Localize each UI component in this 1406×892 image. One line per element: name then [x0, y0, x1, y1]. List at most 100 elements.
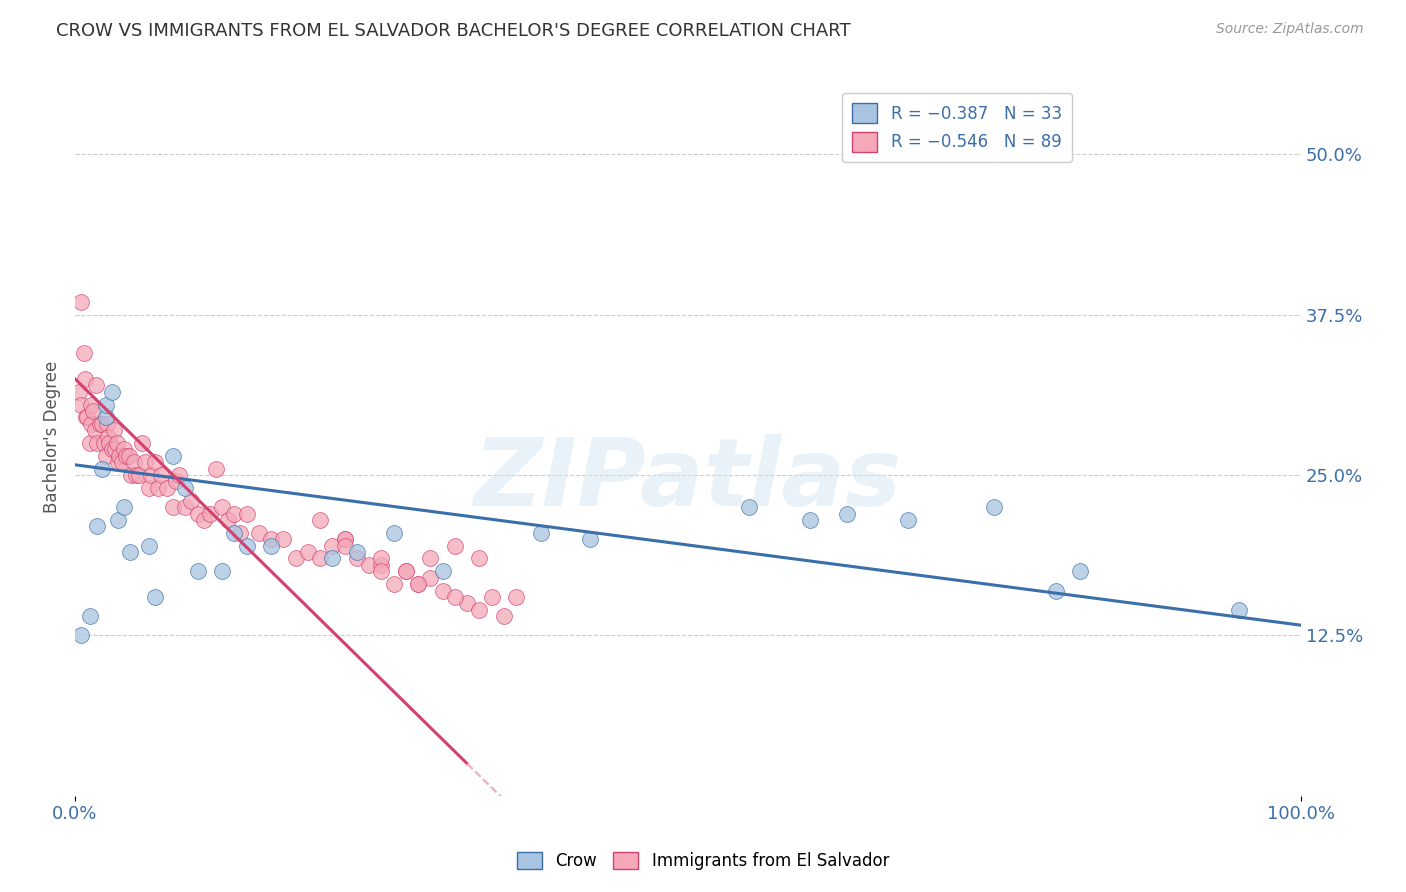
Point: [79, 436, 101, 450]
Point: [395, 564, 418, 578]
Point: [187, 564, 209, 578]
Legend: R = −0.387   N = 33, R = −0.546   N = 89: R = −0.387 N = 33, R = −0.546 N = 89: [842, 93, 1071, 162]
Point: [134, 455, 156, 469]
Point: [505, 590, 527, 604]
Point: [205, 461, 228, 475]
Point: [128, 468, 150, 483]
Point: [103, 423, 125, 437]
Point: [70, 294, 93, 309]
Point: [382, 525, 405, 540]
Point: [406, 577, 429, 591]
Point: [94, 410, 117, 425]
Point: [235, 539, 257, 553]
Point: [112, 500, 135, 515]
Point: [370, 564, 392, 578]
Point: [165, 475, 187, 489]
Point: [333, 533, 356, 547]
Point: [104, 442, 127, 457]
Point: [98, 436, 121, 450]
Point: [174, 481, 197, 495]
Point: [224, 507, 246, 521]
Point: [1227, 603, 1250, 617]
Point: [444, 590, 467, 604]
Point: [492, 609, 515, 624]
Point: [73, 372, 96, 386]
Point: [86, 519, 108, 533]
Point: [118, 449, 141, 463]
Point: [94, 398, 117, 412]
Point: [481, 590, 503, 604]
Point: [162, 500, 184, 515]
Point: [143, 455, 166, 469]
Point: [149, 468, 172, 483]
Point: [131, 436, 153, 450]
Point: [530, 525, 553, 540]
Point: [333, 539, 356, 553]
Point: [432, 583, 454, 598]
Text: ZIPatlas: ZIPatlas: [474, 434, 901, 525]
Y-axis label: Bachelor's Degree: Bachelor's Degree: [44, 360, 60, 513]
Point: [91, 461, 114, 475]
Point: [444, 539, 467, 553]
Point: [419, 571, 441, 585]
Point: [187, 507, 209, 521]
Point: [837, 507, 859, 521]
Point: [107, 455, 129, 469]
Point: [174, 500, 197, 515]
Point: [346, 551, 368, 566]
Point: [432, 564, 454, 578]
Point: [70, 628, 93, 642]
Point: [395, 564, 418, 578]
Point: [96, 417, 118, 431]
Point: [284, 551, 307, 566]
Point: [101, 384, 124, 399]
Point: [198, 507, 221, 521]
Point: [211, 564, 233, 578]
Point: [86, 436, 108, 450]
Point: [224, 525, 246, 540]
Point: [297, 545, 319, 559]
Point: [983, 500, 1005, 515]
Point: [162, 449, 184, 463]
Point: [125, 468, 148, 483]
Text: CROW VS IMMIGRANTS FROM EL SALVADOR BACHELOR'S DEGREE CORRELATION CHART: CROW VS IMMIGRANTS FROM EL SALVADOR BACH…: [56, 22, 851, 40]
Point: [260, 539, 283, 553]
Point: [578, 533, 600, 547]
Legend: Crow, Immigrants from El Salvador: Crow, Immigrants from El Salvador: [510, 845, 896, 877]
Point: [217, 513, 239, 527]
Point: [346, 545, 368, 559]
Point: [359, 558, 381, 572]
Point: [406, 577, 429, 591]
Point: [156, 481, 179, 495]
Point: [309, 513, 332, 527]
Point: [67, 384, 90, 399]
Point: [897, 513, 920, 527]
Point: [247, 525, 270, 540]
Point: [76, 410, 98, 425]
Point: [738, 500, 761, 515]
Point: [309, 551, 332, 566]
Point: [115, 449, 138, 463]
Point: [82, 404, 104, 418]
Point: [229, 525, 252, 540]
Point: [105, 436, 128, 450]
Point: [138, 481, 160, 495]
Point: [333, 533, 356, 547]
Point: [72, 346, 94, 360]
Point: [180, 493, 202, 508]
Point: [321, 551, 343, 566]
Point: [321, 539, 343, 553]
Point: [107, 513, 129, 527]
Point: [91, 417, 114, 431]
Point: [138, 539, 160, 553]
Point: [120, 545, 142, 559]
Point: [79, 609, 101, 624]
Point: [370, 558, 392, 572]
Point: [122, 455, 145, 469]
Point: [80, 417, 103, 431]
Point: [112, 442, 135, 457]
Point: [80, 398, 103, 412]
Point: [382, 577, 405, 591]
Point: [83, 423, 105, 437]
Point: [108, 449, 131, 463]
